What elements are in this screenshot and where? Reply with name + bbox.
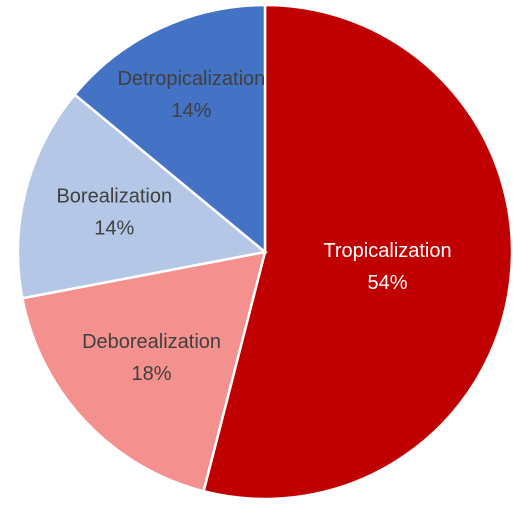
slice-value-label: 18% xyxy=(132,363,172,385)
slice-value-label: 14% xyxy=(171,100,211,122)
slice-label: Tropicalization xyxy=(323,240,451,262)
pie-slice xyxy=(72,3,267,255)
pie-slice xyxy=(202,3,513,501)
pie-slice xyxy=(20,250,267,493)
slice-label: Detropicalization xyxy=(117,68,265,90)
slice-label: Deborealization xyxy=(82,331,221,353)
pie-slice xyxy=(16,92,268,300)
slice-value-label: 14% xyxy=(94,218,134,240)
slice-label: Borealization xyxy=(56,186,172,208)
slice-value-label: 54% xyxy=(368,272,408,294)
